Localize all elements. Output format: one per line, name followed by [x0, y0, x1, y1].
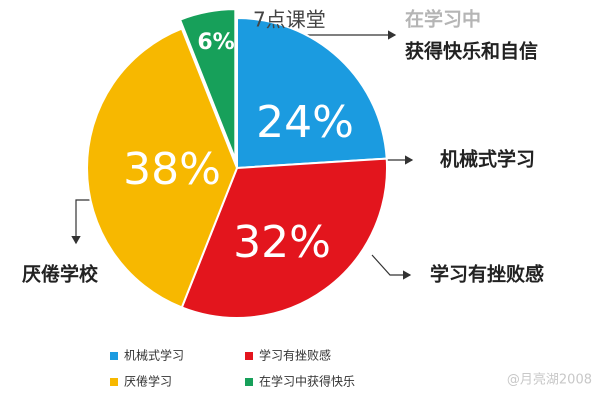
callout-label: 获得快乐和自信 — [405, 40, 538, 63]
value-label: 24% — [256, 97, 354, 148]
pie-slice — [180, 157, 388, 319]
callout-label: 厌倦学校 — [22, 263, 99, 286]
legend-swatch — [110, 352, 118, 360]
legend-label: 厌倦学习 — [124, 374, 172, 389]
callout-label: 机械式学习 — [440, 148, 535, 171]
value-label: 32% — [233, 217, 331, 268]
legend-swatch — [110, 378, 118, 386]
legend-label: 在学习中获得快乐 — [259, 374, 355, 389]
callout-label: 在学习中 — [405, 8, 481, 31]
pie-slice — [178, 8, 237, 160]
watermark: @月亮湖2008 — [507, 372, 592, 388]
legend-swatch — [245, 352, 253, 360]
watermark: 7点课堂 — [253, 8, 326, 32]
legend-swatch — [245, 378, 253, 386]
legend-label: 学习有挫败感 — [259, 348, 331, 363]
value-label: 38% — [123, 144, 221, 195]
pie-slice — [236, 16, 388, 170]
pie-slice — [86, 27, 239, 309]
legend-label: 机械式学习 — [124, 348, 184, 363]
value-label: 6% — [197, 30, 234, 55]
callout-label: 学习有挫败感 — [430, 263, 544, 286]
